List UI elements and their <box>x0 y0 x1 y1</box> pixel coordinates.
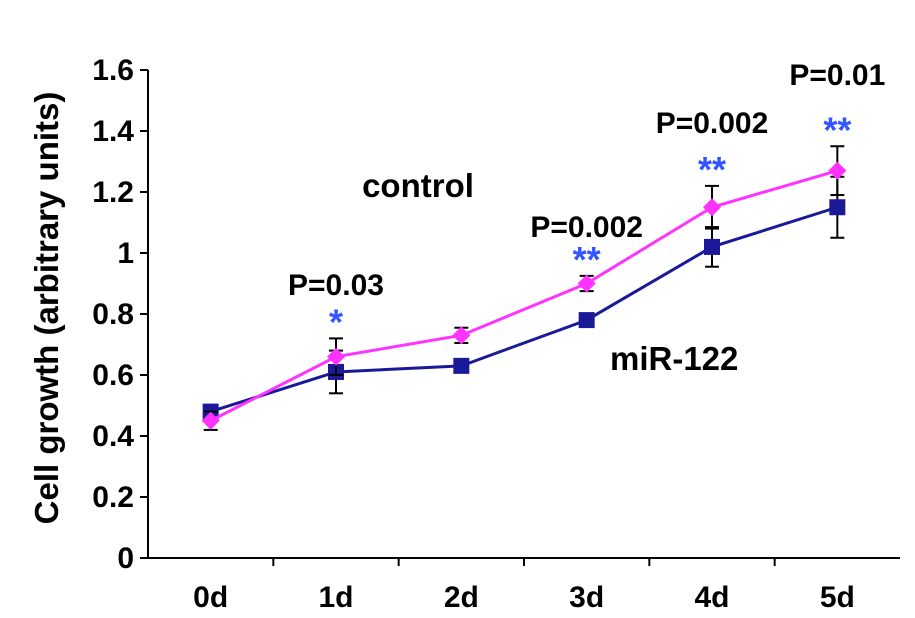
significance-stars: ** <box>823 109 851 150</box>
series-layer <box>201 145 847 431</box>
data-point <box>453 357 470 374</box>
x-tick-label: 1d <box>318 581 353 614</box>
data-point <box>201 411 220 430</box>
y-tick-label: 0.8 <box>92 298 134 331</box>
data-point <box>577 274 596 293</box>
x-tick-label: 2d <box>444 581 479 614</box>
y-tick-label: 0.2 <box>92 481 134 514</box>
significance-stars: ** <box>698 149 726 190</box>
x-tick-label: 5d <box>820 581 855 614</box>
y-tick-label: 0.6 <box>92 359 134 392</box>
x-tick-labels: 0d 1d 2d 3d 4d 5d <box>193 581 855 614</box>
significance-annotations: P=0.03*P=0.002**P=0.002**P=0.01** <box>288 59 885 342</box>
y-tick-labels: 0 0.2 0.4 0.6 0.8 1 1.2 1.4 1.6 <box>92 54 134 575</box>
y-tick-label: 0.4 <box>92 420 134 453</box>
series-line <box>210 205 838 414</box>
y-tick-label: 1.6 <box>92 54 134 87</box>
p-value-label: P=0.002 <box>656 107 769 140</box>
y-tick-label: 1.4 <box>92 115 134 148</box>
x-tick-label: 0d <box>193 581 228 614</box>
data-point <box>703 198 721 217</box>
data-point <box>452 326 471 345</box>
p-value-label: P=0.01 <box>789 59 885 92</box>
x-tick-label: 3d <box>569 581 604 614</box>
y-tick-label: 1 <box>117 237 134 270</box>
data-point <box>829 199 846 216</box>
y-tick-label: 1.2 <box>92 176 134 209</box>
data-point <box>578 312 595 329</box>
p-value-label: P=0.03 <box>288 269 384 302</box>
series-control <box>201 145 847 431</box>
series-line <box>209 169 838 423</box>
data-point <box>327 347 345 366</box>
x-tick-label: 4d <box>694 581 729 614</box>
y-axis-title: Cell growth (arbitrary units) <box>28 92 65 525</box>
y-tick-label: 0 <box>117 542 134 575</box>
significance-stars: ** <box>573 239 601 280</box>
axes <box>140 69 900 566</box>
series-labels: control miR-122 <box>362 167 738 377</box>
significance-stars: * <box>329 301 343 342</box>
series-label-control: control <box>362 167 474 204</box>
series-label-mir-122: miR-122 <box>610 340 738 377</box>
data-point <box>828 161 847 180</box>
data-point <box>704 238 720 255</box>
p-value-label: P=0.002 <box>530 211 643 244</box>
